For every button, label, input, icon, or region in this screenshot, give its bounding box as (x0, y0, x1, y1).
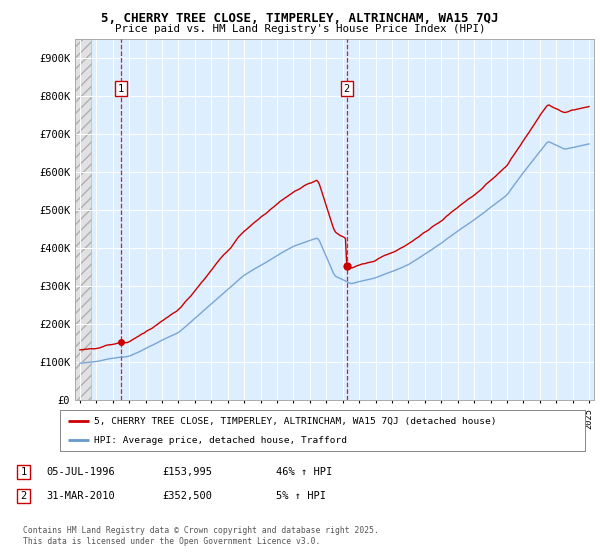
Text: 46% ↑ HPI: 46% ↑ HPI (276, 467, 332, 477)
Text: 1: 1 (20, 467, 26, 477)
Text: 05-JUL-1996: 05-JUL-1996 (47, 467, 116, 477)
Text: Price paid vs. HM Land Registry's House Price Index (HPI): Price paid vs. HM Land Registry's House … (115, 24, 485, 34)
Bar (72, 39, 91, 400)
Text: Contains HM Land Registry data © Crown copyright and database right 2025.
This d: Contains HM Land Registry data © Crown c… (23, 526, 379, 546)
Text: HPI: Average price, detached house, Trafford: HPI: Average price, detached house, Traf… (94, 436, 347, 445)
Text: £153,995: £153,995 (162, 467, 212, 477)
Text: 1: 1 (118, 83, 124, 94)
Text: 5, CHERRY TREE CLOSE, TIMPERLEY, ALTRINCHAM, WA15 7QJ: 5, CHERRY TREE CLOSE, TIMPERLEY, ALTRINC… (101, 12, 499, 25)
Text: 5, CHERRY TREE CLOSE, TIMPERLEY, ALTRINCHAM, WA15 7QJ (detached house): 5, CHERRY TREE CLOSE, TIMPERLEY, ALTRINC… (94, 417, 497, 426)
Text: 2: 2 (344, 83, 350, 94)
Text: 5% ↑ HPI: 5% ↑ HPI (276, 491, 326, 501)
Text: £352,500: £352,500 (162, 491, 212, 501)
Text: 2: 2 (20, 491, 26, 501)
Text: 31-MAR-2010: 31-MAR-2010 (47, 491, 116, 501)
